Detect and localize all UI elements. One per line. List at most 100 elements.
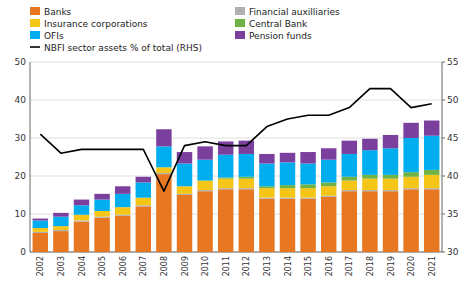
bar-segment xyxy=(218,179,233,189)
x-tick-label: 2008 xyxy=(160,256,169,276)
bar-segment xyxy=(321,197,336,252)
x-tick-label: 2019 xyxy=(387,256,396,276)
grid-line xyxy=(30,100,442,101)
legend-swatch xyxy=(30,19,40,27)
bar-segment xyxy=(321,196,336,197)
x-tick-label: 2020 xyxy=(407,256,416,276)
legend-label: Insurance corporations xyxy=(44,19,148,29)
x-tick-label: 2003 xyxy=(57,256,66,276)
bar-segment xyxy=(362,175,377,179)
bar-segment xyxy=(300,152,315,163)
grid-line xyxy=(30,252,442,253)
bar-segment xyxy=(321,186,336,196)
bar-segment xyxy=(136,206,151,252)
bar-segment xyxy=(33,220,48,228)
bar-segment xyxy=(300,184,315,188)
bar-segment xyxy=(53,230,68,231)
bar-segment xyxy=(259,199,274,252)
bar-segment xyxy=(280,162,295,185)
y-tick-label: 10 xyxy=(15,209,27,219)
plot-area xyxy=(33,89,440,252)
bar-segment xyxy=(218,141,233,154)
y2-tick-label: 35 xyxy=(447,209,458,219)
bar-segment xyxy=(197,190,212,191)
bar-segment xyxy=(33,228,48,232)
bar-segment xyxy=(424,170,439,175)
bar-segment xyxy=(383,148,398,175)
bar-segment xyxy=(259,188,274,198)
bar-segment xyxy=(94,194,109,200)
bar-segment xyxy=(53,217,68,227)
y2-tick-label: 50 xyxy=(447,95,459,105)
bar-segment xyxy=(94,211,109,217)
bar-segment xyxy=(156,129,171,146)
legend-swatch xyxy=(30,46,40,48)
bar-segment xyxy=(74,222,89,252)
bar-segment xyxy=(383,175,398,179)
bar-segment xyxy=(115,216,130,252)
bar-segment xyxy=(342,181,357,191)
legend-swatch xyxy=(235,31,245,39)
x-tick-label: 2009 xyxy=(181,256,190,276)
legend-swatch xyxy=(235,7,245,15)
y2-tick-label: 40 xyxy=(447,171,459,181)
grid-line xyxy=(30,62,442,63)
bar-segment xyxy=(94,217,109,218)
bar-segment xyxy=(239,189,254,252)
bar-segment xyxy=(300,198,315,199)
bar-segment xyxy=(362,139,377,150)
y2-tick-label: 45 xyxy=(447,133,458,143)
bar-segment xyxy=(403,138,418,172)
bar-segment xyxy=(74,205,89,215)
x-tick-label: 2021 xyxy=(428,256,437,276)
x-tick-label: 2014 xyxy=(284,256,293,276)
bar-segment xyxy=(33,233,48,252)
grid-line xyxy=(30,138,442,139)
bar-segment xyxy=(197,146,212,159)
x-tick-label: 2011 xyxy=(222,256,231,276)
bar-segment xyxy=(218,188,233,189)
bar-segment xyxy=(280,185,295,188)
bar-segment xyxy=(280,153,295,163)
bar-segment xyxy=(74,220,89,221)
bar-segment xyxy=(259,198,274,199)
bar-segment xyxy=(177,163,192,186)
bar-segment xyxy=(259,154,274,164)
bar-segment xyxy=(280,199,295,252)
bar-segment xyxy=(33,232,48,233)
bar-segment xyxy=(424,175,439,188)
bar-segment xyxy=(218,178,233,179)
y2-axis xyxy=(442,62,443,252)
bar-segment xyxy=(342,141,357,154)
y-tick-label: 30 xyxy=(15,133,27,143)
bar-segment xyxy=(239,154,254,177)
bar-segment xyxy=(300,163,315,184)
bar-segment xyxy=(177,195,192,252)
legend-label: Financial auxilliaries xyxy=(249,7,340,17)
bar-segment xyxy=(156,167,171,173)
bar-segment xyxy=(115,215,130,216)
bar-segment xyxy=(403,177,418,188)
bar-segment xyxy=(136,198,151,206)
bar-segment xyxy=(342,177,357,181)
bar-segment xyxy=(94,218,109,252)
y-tick-label: 40 xyxy=(15,95,27,105)
bar-segment xyxy=(300,188,315,198)
bar-segment xyxy=(115,194,130,207)
x-tick-label: 2005 xyxy=(98,256,107,276)
bar-segment xyxy=(403,123,418,138)
bar-segment xyxy=(259,186,274,188)
bar-segment xyxy=(74,215,89,221)
bar-segment xyxy=(321,148,336,159)
bar-segment xyxy=(33,219,48,221)
chart: 0102030405030354045505520022003200420052… xyxy=(0,0,474,286)
bar-segment xyxy=(197,191,212,252)
bar-segment xyxy=(53,213,68,217)
x-axis xyxy=(30,252,442,253)
legend-label: Pension funds xyxy=(249,31,312,41)
bar-segment xyxy=(53,231,68,252)
bar-segment xyxy=(424,189,439,252)
bar-segment xyxy=(156,173,171,174)
grid-line xyxy=(30,214,442,215)
legend-label: Banks xyxy=(44,7,72,17)
